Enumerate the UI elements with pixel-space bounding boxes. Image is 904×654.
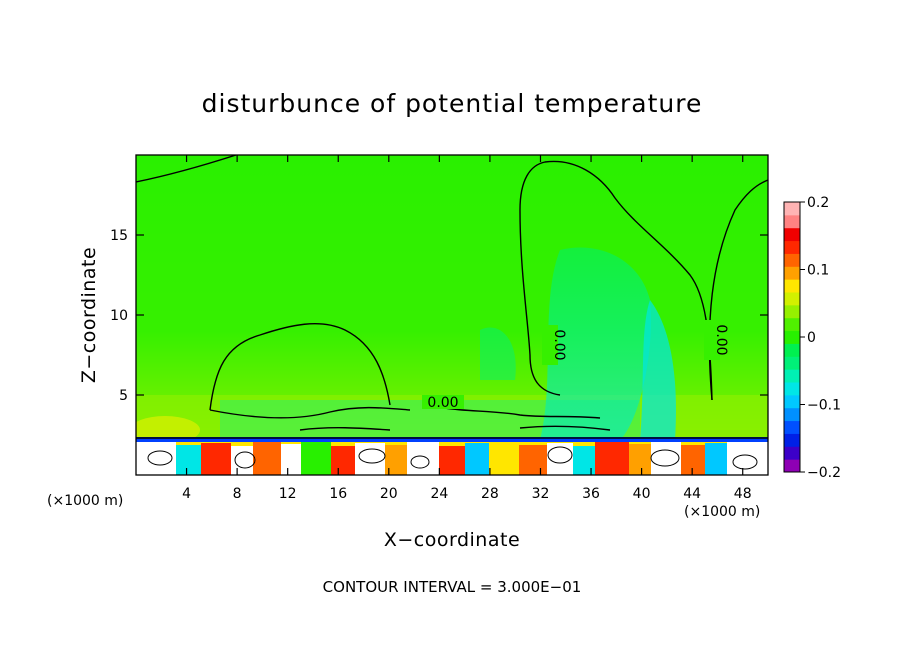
colorbar-swatch [784, 343, 800, 357]
x-tick-label: 12 [279, 486, 297, 502]
field-cool-plume-2 [640, 300, 676, 440]
colorbar-swatch [784, 214, 800, 229]
x-unit-left: (×1000 m) [47, 493, 123, 509]
y-tick-label: 15 [110, 228, 128, 244]
x-tick-label: 4 [182, 486, 191, 502]
x-axis: 4 8 12 16 20 24 28 32 36 40 44 48 [182, 155, 752, 502]
y-tick-label: 5 [119, 388, 128, 404]
colorbar-swatch [784, 266, 800, 280]
x-tick-label: 28 [481, 486, 499, 502]
x-tick-label: 8 [233, 486, 242, 502]
x-tick-label: 20 [380, 486, 398, 502]
plot-area: 0.00 0.00 0.00 [136, 155, 768, 475]
colorbar-tick-label: −0.1 [807, 398, 841, 414]
field-warm-spot [136, 416, 200, 444]
y-axis-title: Z−coordinate [78, 247, 100, 383]
colorbar-swatch [784, 407, 800, 422]
field-cool-plume-3 [480, 327, 516, 380]
colorbar-swatch [784, 240, 800, 254]
boundary-layer-cells [136, 442, 768, 475]
colorbar-swatch [784, 317, 800, 332]
colorbar-swatch [784, 356, 800, 370]
colorbar-swatch [784, 459, 800, 473]
x-tick-label: 24 [430, 486, 448, 502]
colorbar-swatch [784, 304, 800, 319]
contour-label-1: 0.00 [427, 395, 458, 411]
colorbar-swatch [784, 382, 800, 396]
colorbar-swatch [784, 420, 800, 434]
colorbar-swatch [784, 433, 800, 447]
x-unit-right: (×1000 m) [684, 504, 760, 520]
colorbar-swatch [784, 330, 800, 344]
contour-low-4 [519, 425, 611, 431]
colorbar-swatch [784, 394, 800, 409]
contour-lines [136, 155, 768, 439]
colorbar-swatch [784, 202, 800, 216]
contour-low-1 [209, 406, 411, 419]
y-tick-label: 10 [110, 308, 128, 324]
colorbar-swatch [784, 446, 800, 460]
contour-low-2 [444, 407, 601, 419]
x-tick-label: 40 [633, 486, 651, 502]
x-tick-label: 36 [582, 486, 600, 502]
colorbar-swatch [784, 279, 800, 293]
colorbar: 0.2 0.1 0 −0.1 −0.2 [783, 195, 841, 481]
x-tick-label: 16 [329, 486, 347, 502]
colorbar-swatch [784, 227, 800, 242]
boundary-layer-line [136, 437, 768, 442]
contour-dome [209, 322, 391, 411]
y-axis: 5 10 15 [110, 228, 768, 404]
contour-top-left [136, 155, 237, 183]
contour-label-2: 0.00 [551, 329, 567, 360]
x-axis-title: X−coordinate [384, 529, 520, 551]
x-tick-label: 44 [683, 486, 701, 502]
contour-middle-tower [519, 160, 713, 401]
chart-title: disturbunce of potential temperature [202, 89, 703, 118]
colorbar-tick-label: 0.2 [807, 195, 829, 211]
contour-label-3: 0.00 [713, 324, 729, 355]
colorbar-swatch [784, 253, 800, 267]
field-cool-plume-1 [540, 247, 651, 440]
x-tick-label: 32 [532, 486, 550, 502]
colorbar-swatch [784, 292, 800, 306]
x-tick-label: 48 [734, 486, 752, 502]
colorbar-swatch [784, 369, 800, 383]
contour-low-3 [299, 426, 391, 431]
colorbar-tick-label: 0 [807, 330, 816, 346]
colorbar-tick-label: −0.2 [807, 465, 841, 481]
contour-interval: CONTOUR INTERVAL = 3.000E−01 [323, 578, 582, 596]
colorbar-tick-label: 0.1 [807, 263, 829, 279]
